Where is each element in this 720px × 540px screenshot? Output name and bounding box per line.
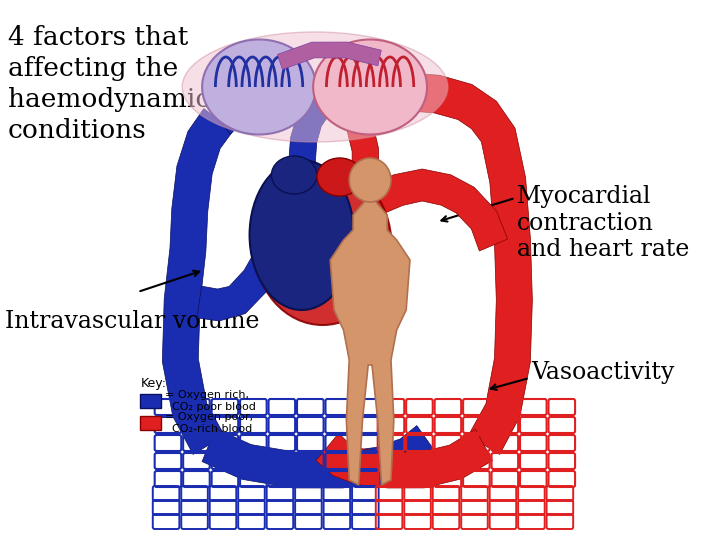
Circle shape — [349, 158, 391, 202]
Polygon shape — [197, 224, 300, 321]
Ellipse shape — [254, 165, 392, 325]
Ellipse shape — [250, 160, 354, 310]
Polygon shape — [202, 426, 437, 488]
Text: = Oxygen poor,
  CO₂-rich blood: = Oxygen poor, CO₂-rich blood — [165, 412, 253, 434]
FancyBboxPatch shape — [140, 394, 161, 408]
Polygon shape — [162, 109, 233, 455]
Text: Vasoactivity: Vasoactivity — [531, 361, 675, 383]
Polygon shape — [206, 73, 344, 134]
Polygon shape — [369, 169, 508, 251]
Ellipse shape — [271, 156, 317, 194]
Text: = Oxygen rich,
  CO₂ poor blood: = Oxygen rich, CO₂ poor blood — [165, 390, 256, 412]
Polygon shape — [332, 85, 379, 185]
Text: 4 factors that
affecting the
haemodynamic
conditions: 4 factors that affecting the haemodynami… — [8, 25, 210, 143]
Polygon shape — [330, 195, 410, 485]
Ellipse shape — [202, 39, 316, 134]
Ellipse shape — [313, 39, 427, 134]
FancyBboxPatch shape — [140, 416, 161, 430]
Polygon shape — [328, 73, 532, 455]
Text: Key:: Key: — [140, 377, 166, 390]
Ellipse shape — [317, 158, 362, 196]
Ellipse shape — [182, 32, 448, 142]
Text: Myocardial
contraction
and heart rate: Myocardial contraction and heart rate — [517, 185, 690, 261]
Text: Intravascular volume: Intravascular volume — [5, 310, 259, 334]
Polygon shape — [316, 429, 492, 488]
Polygon shape — [277, 42, 382, 70]
Polygon shape — [289, 92, 333, 195]
